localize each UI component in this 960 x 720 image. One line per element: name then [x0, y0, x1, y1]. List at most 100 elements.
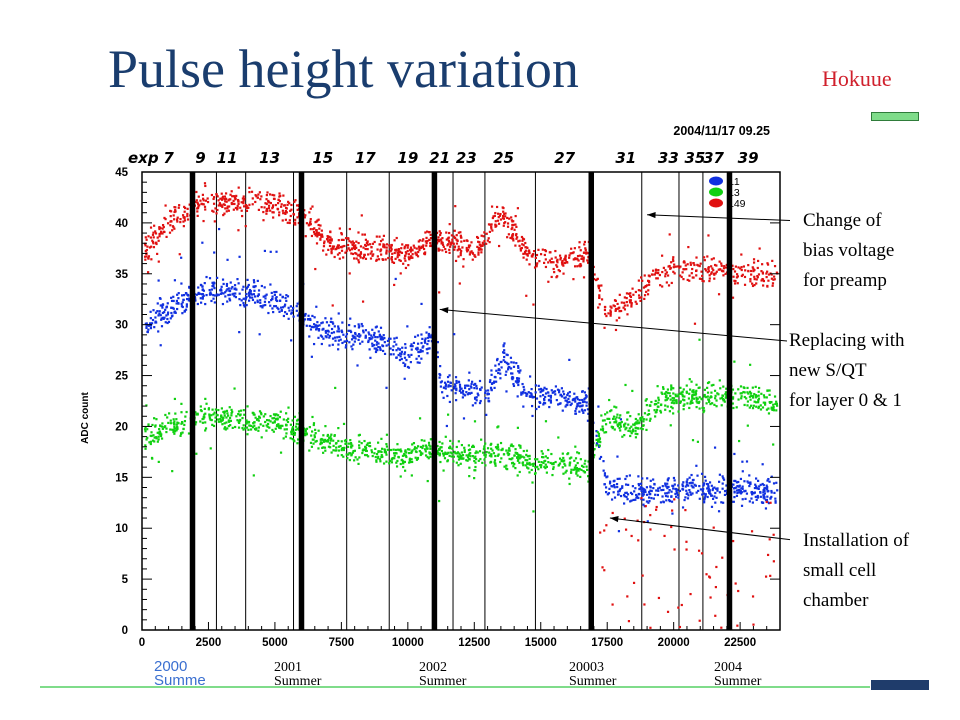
data-point	[351, 444, 354, 447]
data-point	[212, 297, 215, 300]
data-point	[237, 200, 240, 203]
data-point	[330, 252, 333, 255]
data-point	[420, 357, 423, 360]
data-point	[449, 245, 452, 248]
data-point	[315, 231, 318, 234]
data-point	[204, 421, 207, 424]
data-point	[380, 437, 383, 440]
data-point	[522, 405, 525, 408]
data-point	[169, 209, 172, 213]
data-point	[403, 245, 406, 248]
data-point	[147, 424, 150, 427]
data-point	[186, 215, 189, 218]
data-point	[509, 367, 513, 370]
data-point	[405, 252, 408, 255]
data-point	[677, 496, 680, 499]
data-point	[649, 479, 652, 482]
data-point	[396, 443, 399, 446]
data-point	[352, 336, 355, 339]
data-point	[204, 208, 207, 211]
data-point	[677, 606, 680, 609]
data-point	[263, 300, 267, 303]
data-point	[256, 300, 259, 304]
data-point	[576, 254, 580, 258]
data-point	[494, 454, 497, 458]
data-point	[688, 482, 691, 485]
data-point	[271, 204, 275, 207]
data-point	[421, 245, 425, 248]
data-point	[762, 401, 765, 404]
data-point	[214, 207, 217, 210]
data-point	[515, 225, 518, 228]
data-point	[721, 397, 725, 401]
data-point	[708, 575, 711, 578]
data-point	[677, 484, 680, 487]
data-point	[213, 287, 216, 290]
data-point	[517, 370, 520, 373]
data-point	[216, 414, 219, 417]
data-point	[653, 409, 656, 412]
data-point	[480, 248, 483, 251]
data-point	[634, 429, 637, 432]
data-point	[173, 311, 176, 314]
data-point	[647, 279, 650, 282]
data-point	[636, 495, 639, 498]
data-point	[420, 439, 423, 442]
data-point	[324, 425, 327, 428]
data-point	[409, 460, 412, 464]
data-point	[773, 265, 777, 268]
data-point	[322, 327, 325, 330]
data-point	[459, 457, 462, 460]
data-point	[578, 410, 581, 413]
data-point	[640, 416, 643, 420]
data-point	[774, 402, 777, 406]
data-point	[408, 457, 412, 460]
data-point	[375, 460, 378, 463]
data-point	[147, 328, 150, 331]
data-point	[262, 415, 265, 418]
data-point	[223, 426, 227, 429]
data-point	[284, 212, 287, 215]
data-point	[569, 252, 572, 255]
data-point	[490, 205, 494, 208]
data-point	[203, 205, 207, 208]
data-point	[561, 263, 564, 266]
data-point	[374, 455, 377, 459]
data-point	[707, 234, 710, 237]
data-point	[376, 336, 379, 339]
data-point	[656, 385, 659, 388]
data-point	[157, 460, 160, 463]
data-point	[290, 430, 293, 434]
data-point	[390, 257, 393, 260]
data-point	[568, 256, 571, 259]
data-point	[635, 496, 638, 499]
data-point	[149, 442, 152, 446]
data-point	[649, 404, 652, 407]
data-point	[664, 272, 667, 276]
data-point	[619, 429, 622, 432]
data-point	[686, 263, 689, 266]
data-point	[490, 227, 493, 230]
data-point	[603, 306, 607, 309]
data-point	[465, 459, 468, 462]
data-point	[776, 489, 779, 492]
data-point	[733, 282, 737, 285]
data-point	[155, 436, 158, 439]
data-point	[659, 284, 662, 287]
data-point	[237, 198, 240, 202]
data-point	[230, 408, 233, 412]
data-point	[260, 436, 263, 439]
data-point	[468, 388, 471, 391]
data-point	[657, 487, 660, 490]
annotation-line: for layer 0 & 1	[789, 390, 902, 411]
data-point	[476, 245, 479, 248]
data-point	[689, 400, 692, 403]
data-point	[401, 346, 404, 349]
data-point	[488, 380, 492, 384]
data-point	[287, 406, 290, 409]
data-point	[196, 207, 200, 210]
data-point	[626, 595, 629, 598]
data-point	[689, 263, 692, 266]
data-point	[173, 227, 176, 230]
data-point	[530, 392, 533, 396]
